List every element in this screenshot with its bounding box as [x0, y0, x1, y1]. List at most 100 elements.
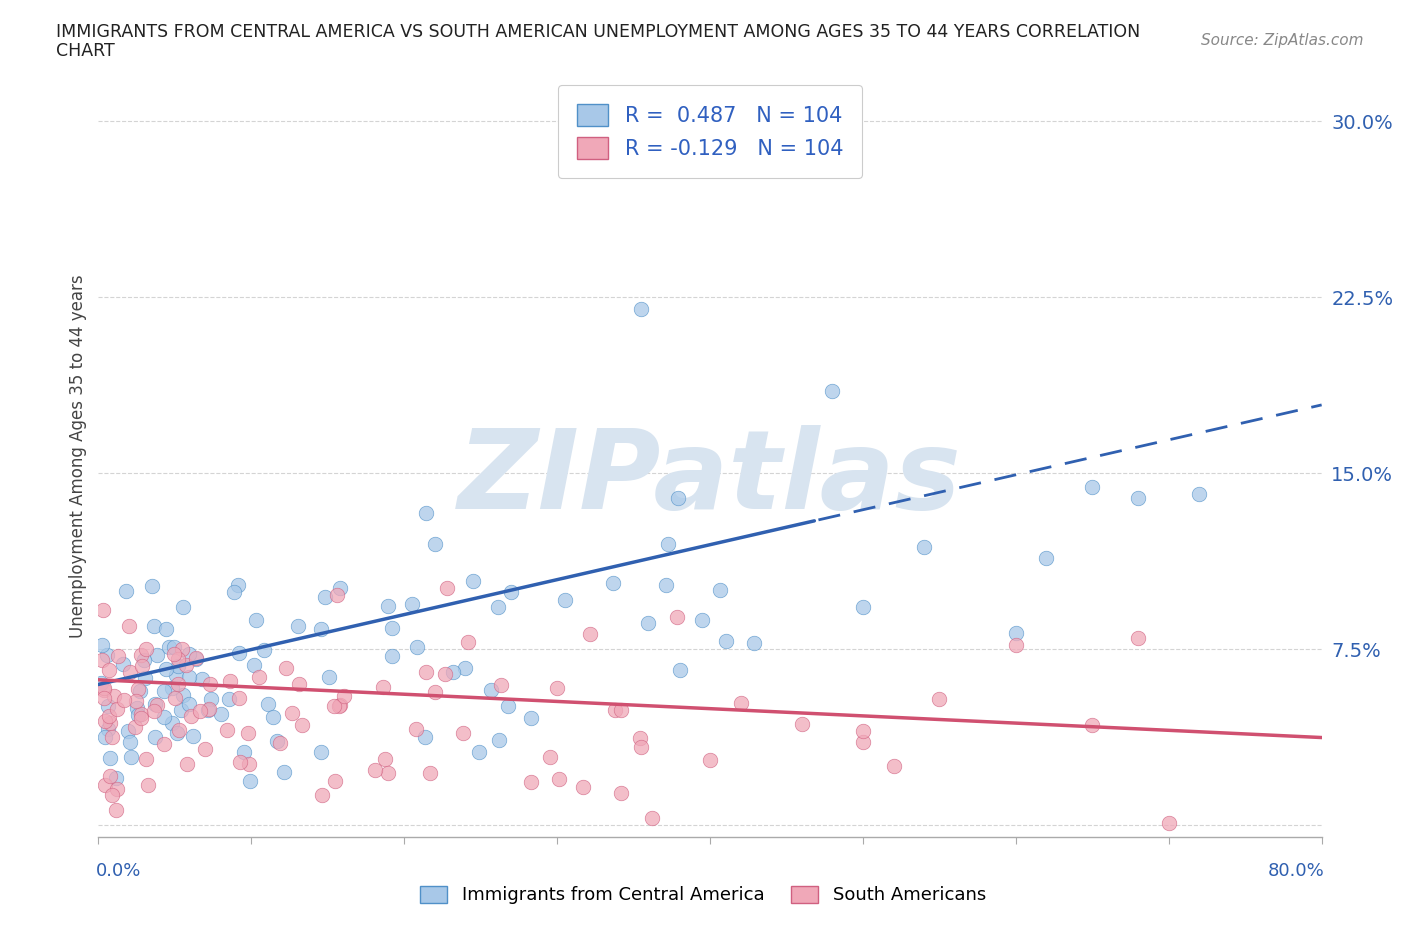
- Point: [103, 688, 125, 703]
- Point: [630, 739, 652, 754]
- Point: [105, 701, 128, 716]
- Point: [191, 671, 214, 686]
- Point: [157, 640, 180, 655]
- Point: [668, 662, 690, 677]
- Point: [97, 709, 120, 724]
- Point: [329, 698, 352, 712]
- Point: [104, 803, 127, 817]
- Point: [238, 756, 260, 771]
- Point: [115, 584, 138, 599]
- Point: [655, 578, 678, 592]
- Point: [226, 578, 249, 592]
- Point: [266, 734, 288, 749]
- Point: [93, 691, 115, 706]
- Point: [93, 714, 115, 729]
- Point: [97, 722, 120, 737]
- Point: [143, 703, 166, 718]
- Point: [381, 648, 404, 663]
- Text: 80.0%: 80.0%: [1268, 862, 1324, 880]
- Point: [98, 715, 121, 730]
- Point: [605, 702, 627, 717]
- Point: [101, 788, 124, 803]
- Point: [152, 684, 174, 698]
- Point: [129, 706, 152, 721]
- Point: [184, 651, 207, 666]
- Point: [610, 785, 633, 800]
- Point: [136, 777, 159, 792]
- Point: [160, 715, 183, 730]
- Point: [318, 670, 340, 684]
- Point: [166, 659, 188, 674]
- Point: [245, 612, 267, 627]
- Point: [262, 710, 284, 724]
- Point: [90, 637, 112, 652]
- Point: [468, 745, 491, 760]
- Point: [132, 653, 155, 668]
- Point: [239, 773, 262, 788]
- Point: [160, 681, 183, 696]
- Point: [1188, 487, 1211, 502]
- Point: [463, 574, 485, 589]
- Point: [546, 681, 568, 696]
- Point: [1081, 717, 1104, 732]
- Point: [190, 704, 212, 719]
- Point: [852, 600, 875, 615]
- Point: [179, 670, 201, 684]
- Point: [453, 726, 475, 741]
- Point: [641, 811, 664, 826]
- Point: [479, 683, 502, 698]
- Point: [176, 756, 198, 771]
- Point: [127, 708, 149, 723]
- Point: [423, 684, 446, 699]
- Point: [117, 724, 139, 738]
- Point: [97, 698, 120, 713]
- Point: [167, 677, 190, 692]
- Point: [211, 706, 233, 721]
- Point: [105, 782, 128, 797]
- Point: [96, 648, 118, 663]
- Point: [287, 619, 309, 634]
- Point: [94, 777, 117, 792]
- Point: [141, 578, 163, 593]
- Point: [520, 711, 543, 725]
- Point: [381, 621, 404, 636]
- Point: [273, 764, 295, 779]
- Point: [501, 584, 523, 599]
- Point: [228, 754, 250, 769]
- Point: [364, 763, 387, 777]
- Point: [912, 539, 935, 554]
- Point: [120, 750, 142, 764]
- Point: [112, 693, 135, 708]
- Point: [172, 642, 194, 657]
- Point: [457, 634, 479, 649]
- Point: [98, 751, 121, 765]
- Point: [217, 723, 239, 737]
- Point: [145, 697, 167, 711]
- Point: [883, 758, 905, 773]
- Point: [169, 723, 191, 737]
- Point: [177, 646, 200, 661]
- Point: [111, 657, 134, 671]
- Point: [93, 681, 115, 696]
- Point: [572, 779, 595, 794]
- Point: [120, 665, 142, 680]
- Point: [714, 633, 737, 648]
- Text: CHART: CHART: [56, 42, 115, 60]
- Point: [419, 765, 441, 780]
- Point: [657, 537, 679, 551]
- Point: [91, 653, 114, 668]
- Point: [425, 537, 447, 551]
- Point: [172, 687, 194, 702]
- Point: [609, 703, 631, 718]
- Point: [538, 750, 561, 764]
- Point: [602, 576, 624, 591]
- Point: [165, 668, 187, 683]
- Point: [135, 751, 157, 766]
- Point: [790, 716, 813, 731]
- Point: [415, 664, 437, 679]
- Point: [276, 661, 298, 676]
- Point: [852, 735, 875, 750]
- Point: [291, 717, 314, 732]
- Point: [759, 149, 782, 164]
- Point: [1157, 816, 1180, 830]
